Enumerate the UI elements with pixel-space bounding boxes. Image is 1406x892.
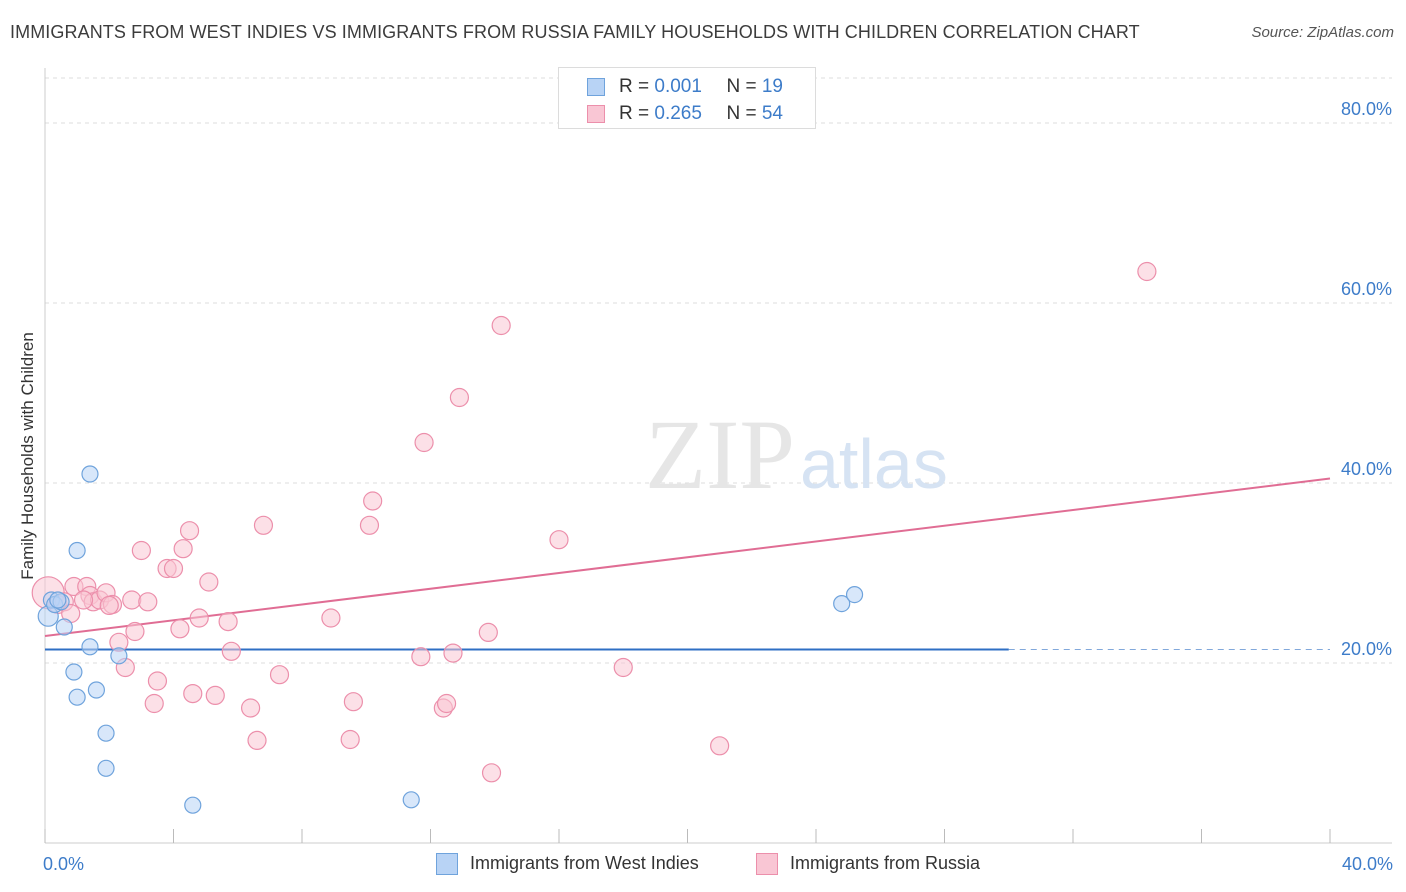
point-west-indies (81, 638, 99, 656)
point-west-indies (68, 541, 86, 560)
point-russia (163, 558, 184, 579)
legend-label-west-indies: Immigrants from West Indies (470, 853, 699, 873)
point-russia (144, 693, 164, 714)
point-russia (411, 647, 431, 667)
point-russia (436, 693, 457, 714)
chart-title: IMMIGRANTS FROM WEST INDIES VS IMMIGRANT… (10, 22, 1140, 42)
point-russia (199, 572, 219, 592)
point-russia (269, 665, 290, 685)
point-russia (710, 736, 730, 756)
point-russia (443, 643, 463, 663)
legend-n-value: 54 (761, 103, 783, 124)
point-russia (1137, 261, 1157, 282)
point-russia (147, 671, 168, 691)
point-russia (321, 608, 341, 628)
point-russia (481, 763, 502, 783)
point-russia (613, 657, 633, 678)
legend-swatch-russia (756, 853, 778, 875)
point-russia (449, 387, 470, 408)
legend-r-value: 0.001 (654, 76, 702, 97)
legend-n-value: 19 (761, 76, 783, 97)
points-layer (31, 261, 1157, 814)
point-west-indies (49, 591, 67, 609)
legend-r-label: R = (619, 103, 655, 124)
point-russia (138, 592, 158, 612)
point-russia (340, 729, 360, 750)
point-russia (414, 432, 434, 453)
point-russia (491, 315, 511, 336)
x-tick-label: 40.0% (1342, 854, 1393, 874)
point-russia (478, 622, 498, 643)
point-west-indies (833, 594, 851, 613)
y-tick-label: 20.0% (1341, 639, 1392, 659)
correlation-legend: R = 0.001 N = 19 R = 0.265 N = 54 (558, 67, 816, 129)
grid-layer (45, 77, 1392, 664)
point-west-indies (110, 647, 128, 665)
point-russia (205, 685, 225, 706)
point-west-indies (97, 759, 115, 777)
point-russia (125, 621, 145, 642)
legend-label-russia: Immigrants from Russia (790, 853, 981, 873)
point-russia (549, 530, 569, 550)
point-russia (343, 692, 363, 712)
legend-n-label: N = (726, 76, 762, 97)
y-tick-label: 80.0% (1341, 99, 1392, 119)
point-russia (179, 521, 200, 541)
point-west-indies (81, 465, 99, 483)
axis-layer: 20.0% 40.0% 60.0% 80.0% 0.0% 40.0% (43, 68, 1393, 874)
point-russia (173, 539, 193, 559)
point-russia (131, 540, 151, 561)
y-tick-label: 40.0% (1341, 459, 1392, 479)
point-russia (221, 641, 241, 661)
point-russia (241, 698, 261, 718)
point-russia (170, 619, 190, 639)
legend-swatch-west-indies (436, 853, 458, 875)
legend-swatch-west-indies (587, 78, 605, 96)
legend-r-value: 0.265 (654, 103, 702, 124)
trendline-russia (44, 477, 1331, 637)
point-russia (99, 595, 119, 616)
legend-r-label: R = (619, 76, 655, 97)
point-west-indies (55, 618, 73, 636)
y-tick-label: 60.0% (1341, 279, 1392, 299)
point-russia (73, 590, 94, 610)
legend-n-label: N = (726, 103, 762, 124)
point-west-indies (97, 724, 115, 742)
point-russia (359, 515, 380, 535)
point-west-indies (87, 681, 106, 699)
watermark-zip: ZIP (645, 399, 795, 510)
point-west-indies (402, 791, 420, 809)
point-russia (189, 608, 209, 628)
point-russia (247, 730, 267, 751)
legend-swatch-russia (587, 105, 605, 123)
point-russia (363, 491, 383, 511)
series-legend: Immigrants from West Indies Immigrants f… (0, 852, 1406, 878)
source-label: Source: ZipAtlas.com (1251, 24, 1394, 41)
x-tick-label: 0.0% (43, 854, 84, 874)
point-russia (253, 515, 274, 535)
point-west-indies (184, 796, 202, 814)
point-west-indies (68, 688, 86, 706)
point-russia (183, 683, 203, 704)
watermark-atlas: atlas (800, 425, 948, 503)
trend-layer (44, 477, 1331, 651)
point-russia (122, 590, 142, 610)
point-west-indies (65, 663, 83, 681)
point-west-indies (845, 585, 864, 604)
point-russia (218, 611, 238, 632)
